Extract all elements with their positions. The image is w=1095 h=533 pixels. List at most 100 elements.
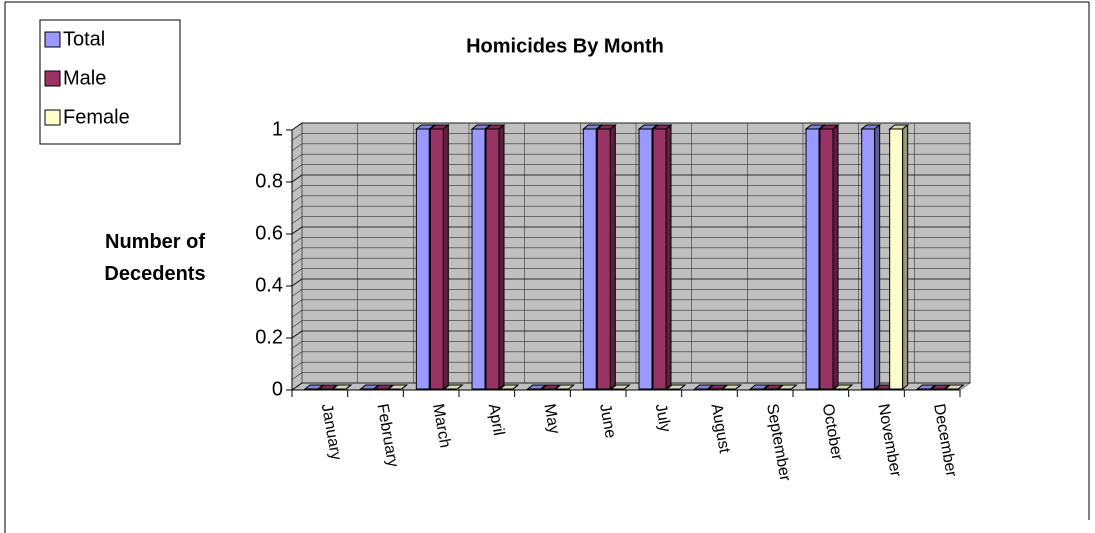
- bar: [818, 123, 840, 391]
- grid-line: [291, 226, 303, 235]
- x-tick-label: February: [373, 402, 401, 468]
- bar: [428, 123, 450, 391]
- bar-side: [401, 384, 407, 390]
- bar: [776, 384, 798, 390]
- bar: [484, 123, 506, 391]
- grid-line: [291, 174, 303, 183]
- bar: [303, 384, 325, 390]
- bar: [693, 384, 715, 390]
- bar-front: [819, 128, 834, 390]
- bar-side: [498, 123, 505, 391]
- bar: [651, 123, 673, 391]
- y-tick-label: 0: [272, 378, 283, 400]
- minor-grid-line: [291, 309, 303, 318]
- bar-front: [471, 128, 486, 390]
- bar-side: [373, 384, 379, 390]
- bar: [442, 384, 464, 390]
- bar-front: [805, 128, 820, 390]
- minor-grid-line: [291, 143, 303, 152]
- legend-swatch: [44, 109, 61, 126]
- minor-grid-line: [291, 164, 303, 172]
- bar: [387, 384, 409, 390]
- x-tick-label: April: [485, 402, 507, 436]
- bar-front: [638, 128, 653, 390]
- bar-side: [721, 384, 727, 390]
- x-tick-label: June: [596, 402, 619, 439]
- minor-grid-line: [291, 320, 303, 328]
- x-tick-label: January: [318, 402, 345, 461]
- grid-line: [291, 330, 303, 339]
- legend-label: Female: [63, 106, 130, 128]
- bar: [317, 384, 339, 390]
- bar-front: [652, 128, 667, 390]
- bar: [359, 384, 381, 390]
- bar: [888, 123, 910, 391]
- x-tick-label: March: [429, 402, 453, 449]
- bar: [595, 123, 617, 391]
- minor-grid-line: [291, 372, 303, 380]
- bar-side: [387, 384, 393, 390]
- bar: [540, 384, 562, 390]
- bar-side: [930, 384, 936, 390]
- bar: [721, 384, 743, 390]
- x-tick-label: May: [540, 402, 562, 435]
- y-tick-label: 0.6: [255, 222, 283, 244]
- y-tick-label: 0.8: [255, 170, 283, 192]
- x-tick-label: September: [763, 402, 793, 483]
- x-tick-label: December: [930, 402, 960, 478]
- bar: [707, 384, 729, 390]
- legend-swatch: [44, 31, 61, 48]
- bar-side: [457, 384, 463, 390]
- bar: [762, 384, 784, 390]
- bar-side: [707, 384, 713, 390]
- bar-front: [596, 128, 611, 390]
- bar: [860, 123, 882, 391]
- grid-line: [291, 278, 303, 287]
- y-tick-label: 0.4: [255, 274, 283, 296]
- bar-side: [317, 384, 324, 390]
- minor-grid-line: [291, 216, 303, 224]
- bar-side: [763, 384, 769, 390]
- bar: [498, 384, 520, 390]
- bar-side: [331, 384, 338, 390]
- bar: [915, 384, 937, 390]
- bar-side: [665, 123, 672, 391]
- minor-grid-line: [291, 361, 303, 370]
- minor-grid-line: [291, 341, 303, 349]
- bar-side: [679, 384, 686, 390]
- grid-line: [291, 382, 303, 391]
- bar: [929, 384, 951, 390]
- bar-side: [735, 384, 741, 390]
- bar-front: [861, 128, 876, 390]
- bar-side: [958, 384, 964, 390]
- bar-side: [609, 123, 616, 391]
- bar-side: [874, 123, 881, 391]
- bar-front: [889, 128, 904, 390]
- y-tick-label: 0.2: [255, 326, 283, 348]
- bar: [832, 384, 854, 390]
- bar: [748, 384, 770, 390]
- bar-side: [624, 384, 630, 390]
- bar-front: [582, 128, 597, 390]
- chart-title: Homicides By Month: [466, 35, 664, 57]
- bar: [331, 384, 353, 390]
- minor-grid-line: [291, 289, 303, 297]
- legend-swatch: [44, 70, 61, 87]
- minor-grid-line: [291, 247, 303, 256]
- bar-side: [832, 123, 839, 391]
- minor-grid-line: [291, 133, 303, 141]
- legend-label: Male: [63, 67, 106, 89]
- x-tick-label: July: [652, 402, 674, 433]
- bar-front: [415, 128, 430, 390]
- bar-side: [512, 384, 519, 390]
- bar-side: [442, 123, 449, 391]
- bar-side: [568, 384, 574, 390]
- minor-grid-line: [291, 153, 303, 162]
- bar-front: [485, 128, 500, 390]
- x-tick-label: October: [819, 402, 846, 462]
- x-tick-label: November: [874, 402, 904, 478]
- minor-grid-line: [291, 195, 303, 204]
- bar-side: [777, 384, 783, 390]
